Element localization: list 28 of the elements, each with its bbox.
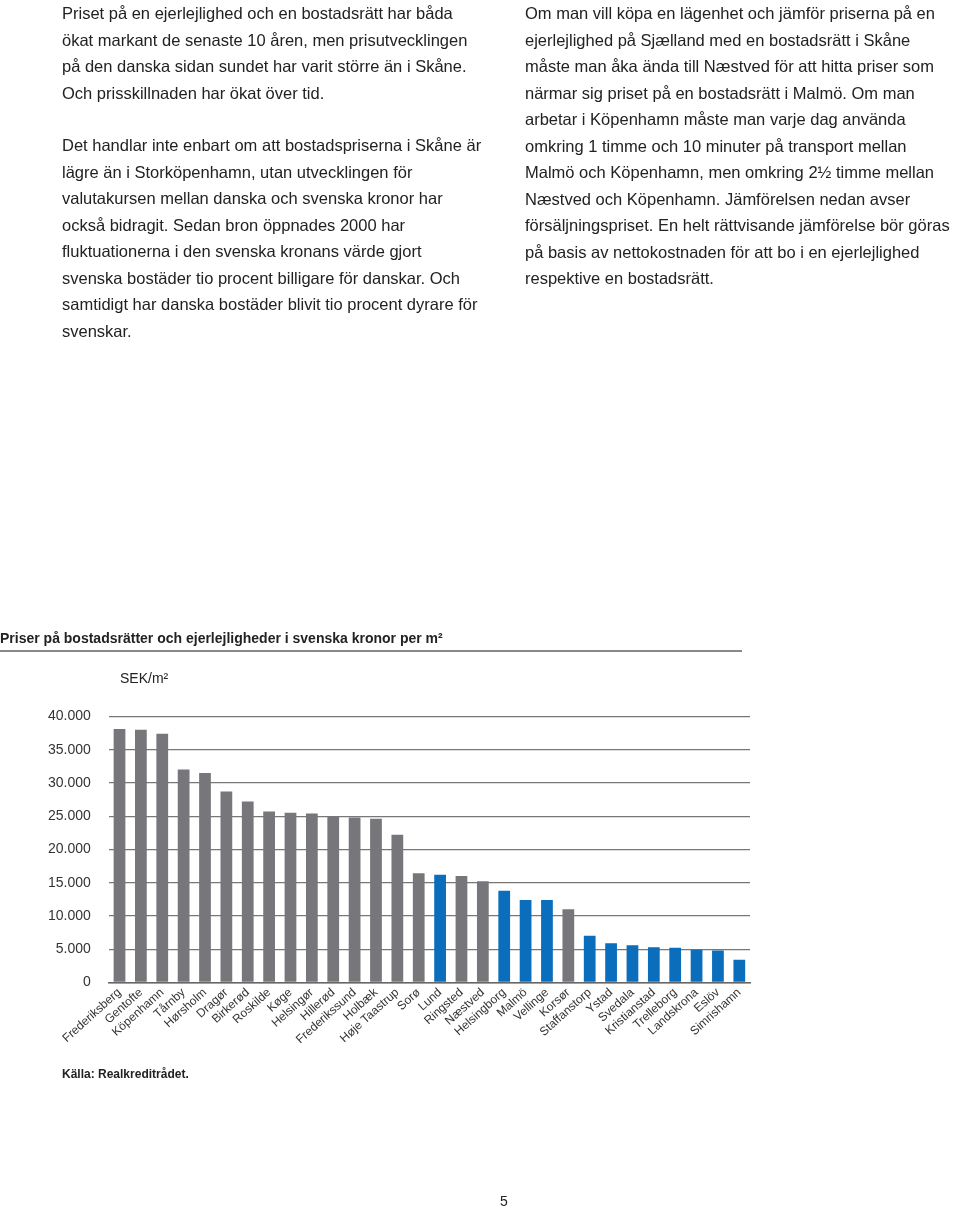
bar <box>519 899 532 982</box>
bar <box>583 935 596 982</box>
text: Om man vill köpa en lägenhet och jämför priserna på en ejerlejlighed på Sjælland med en bostadsrätt i Skåne måste man åka ända till Næstved för att hitta priser som närmar sig priset på en bostadsrätt i Malmö. Om man arbetar i Köpenhamn måste man varje dag använda omkring 1 timme och 10 minuter på transport mellan Malmö och Köpenhamn, men omkring 2½ timme mellan Næstved och Köpenhamn. Jämförelsen nedan avser försäljningspriset. En helt rättvisande jämförelse bör göras på basis av nettokostnaden för att bo i en ejerlejlighed respektive en bostadsrätt. <box>525 4 950 287</box>
bar <box>733 959 746 982</box>
y-tick-label: 15.000 <box>47 873 92 890</box>
bar <box>498 890 511 982</box>
text: Det handlar inte enbart om att bostadspriserna i Skåne är lägre än i Storköpenhamn, utan utvecklingen för valutakursen mellan danska och svenska kronor har också bidragit. Sedan bron öppnades 2000 har fluktuationerna i den svenska kronans värde gjort svenska bostäder tio procent billigare för danskar. Och samtidigt har danska bostäder blivit tio procent dyrare för svenskar. <box>62 135 482 342</box>
y-axis-title: SEK/m² <box>120 670 169 686</box>
bar <box>712 950 724 982</box>
y-tick-label: 10.000 <box>47 906 92 923</box>
bar <box>605 943 617 982</box>
y-tick-label: 20.000 <box>47 840 92 857</box>
y-tick-label: 40.000 <box>47 707 92 724</box>
text: 5 <box>500 1193 508 1209</box>
text: Priset på en ejerlejlighed och en bostadsrätt har båda ökat markant de senaste 10 åren, men prisutvecklingen på den danska sidan sundet har varit större än i Skåne. Och prisskillnaden har ökat över tid. <box>62 3 469 104</box>
bar <box>434 874 446 982</box>
bar <box>690 949 703 982</box>
y-tick-label: 30.000 <box>47 773 92 790</box>
y-tick-label: 5.000 <box>55 940 92 957</box>
bar <box>647 947 660 982</box>
y-tick-label: 25.000 <box>47 807 92 824</box>
bar <box>541 899 553 982</box>
y-tick-label: 35.000 <box>47 740 92 757</box>
chart-title: Priser på bostadsrätter och ejerlejligheder i svenska kronor per m² <box>0 630 742 652</box>
text: Källa: Realkreditrådet. <box>62 1067 189 1081</box>
bar <box>626 945 639 982</box>
bar <box>669 947 682 982</box>
y-tick-label: 0 <box>83 973 92 990</box>
